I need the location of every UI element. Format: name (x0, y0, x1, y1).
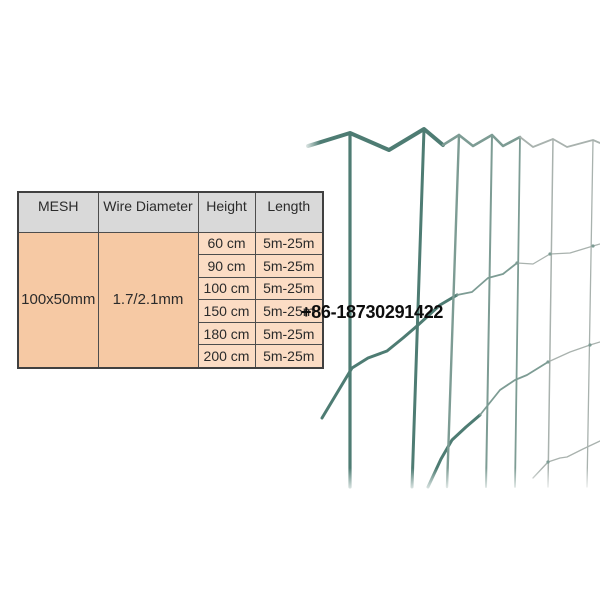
fence-vertical-wire (586, 139, 594, 488)
fence-horizontal-wire-bottom (532, 440, 600, 479)
fence-bottom-fade (300, 468, 600, 494)
length-cell: 5m-25m (254, 344, 324, 369)
height-cell: 180 cm (197, 321, 256, 346)
fence-left-fade (303, 128, 320, 156)
height-cell: 100 cm (197, 276, 256, 301)
fence-horizontal-wire-upper (456, 262, 518, 296)
fence-top-rail (306, 127, 445, 152)
fence-top-rail (441, 133, 522, 148)
table-row: 200 cm 5m-25m (18, 344, 324, 369)
table-row: 100 cm 5m-25m (18, 276, 324, 301)
height-cell: 90 cm (197, 254, 256, 278)
fence-vertical-wire (445, 133, 461, 489)
fence-back-wires (516, 136, 600, 488)
mesh-value-cell: 100x50mm (17, 231, 99, 369)
fence-vertical-wire (514, 136, 521, 488)
height-cell: 150 cm (197, 299, 256, 323)
fence-middle-wires (441, 133, 549, 489)
fence-horizontal-wire-lower (547, 341, 600, 363)
length-cell: 5m-25m (254, 276, 324, 301)
length-cell: 5m-25m (254, 254, 324, 278)
height-cell: 60 cm (197, 231, 256, 256)
fence-weld-dots (515, 244, 595, 464)
fence-horizontal-wire-lower (479, 361, 549, 416)
table-row: 150 cm 5m-25m (18, 299, 324, 323)
col-header-wire-diameter: Wire Diameter (97, 191, 199, 233)
table-row: 100x50mm 1.7/2.1mm 60 cm 5m-25m (17, 231, 324, 369)
length-cell: 5m-25m (254, 231, 324, 256)
spec-table: MESH Wire Diameter Height Length 100x50m… (17, 191, 324, 369)
header-row: MESH Wire Diameter Height Length (17, 191, 324, 233)
length-cell: 5m-25m (254, 299, 324, 323)
table-row: 90 cm 5m-25m (18, 254, 324, 278)
fence-vertical-wire (547, 138, 554, 488)
fence-horizontal-wire-upper (516, 243, 600, 265)
length-cell: 5m-25m (254, 321, 324, 346)
col-header-height: Height (197, 191, 256, 233)
phone-number-overlay: +86-18730291422 (301, 302, 444, 322)
height-cell: 200 cm (197, 344, 256, 369)
col-header-mesh: MESH (17, 191, 99, 233)
wire-diameter-value-cell: 1.7/2.1mm (97, 231, 199, 369)
fence-top-rail (519, 136, 600, 148)
col-header-length: Length (254, 191, 324, 233)
fence-vertical-wire (485, 134, 493, 488)
fence-horizontal-wire-lower (426, 413, 482, 489)
